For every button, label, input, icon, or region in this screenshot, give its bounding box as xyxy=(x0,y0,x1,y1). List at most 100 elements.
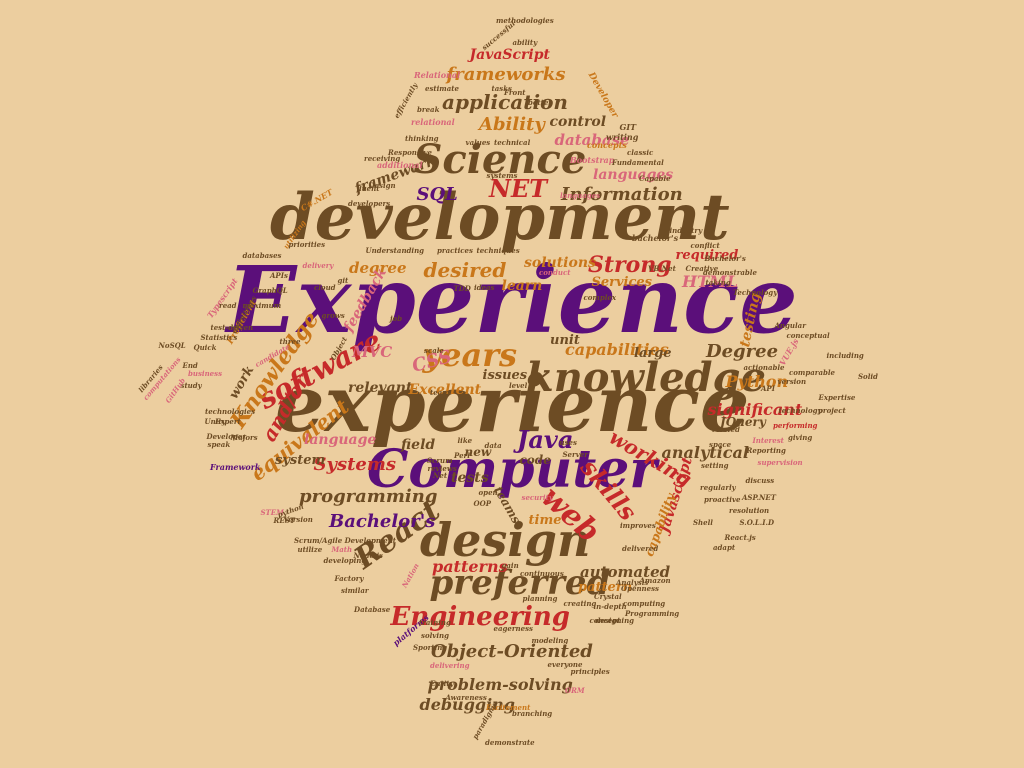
cloud-word: React.js xyxy=(724,532,756,542)
cloud-word: Node.js xyxy=(353,550,383,560)
cloud-word: Creative xyxy=(685,263,719,273)
cloud-word: reviews xyxy=(427,463,457,473)
cloud-word: industry xyxy=(669,225,703,235)
cloud-word: Net xyxy=(433,470,448,480)
cloud-word: Server xyxy=(562,449,588,459)
cloud-word: Expertise xyxy=(818,392,856,402)
cloud-word: issues xyxy=(482,367,528,383)
cloud-word: capabilities xyxy=(565,340,669,359)
cloud-word: conceptual xyxy=(786,330,830,340)
cloud-word: desired xyxy=(423,258,507,282)
cloud-word: Analysis xyxy=(616,577,649,587)
cloud-word: solutions xyxy=(524,255,596,271)
cloud-word: Majors xyxy=(230,432,258,442)
cloud-word: improves xyxy=(620,520,656,530)
cloud-word: automated xyxy=(580,562,671,581)
cloud-word: TDD xyxy=(453,283,471,293)
cloud-word: Capable xyxy=(639,173,671,183)
cloud-word: database xyxy=(554,130,630,149)
cloud-word: experience xyxy=(275,359,750,450)
cloud-word: concepts xyxy=(587,140,627,150)
cloud-word: Front xyxy=(504,87,526,97)
cloud-word: creating xyxy=(563,598,597,608)
cloud-word: open xyxy=(478,487,498,497)
cloud-word: Strong xyxy=(588,252,672,278)
cloud-word: VB.Net xyxy=(648,263,676,273)
cloud-word: systems xyxy=(486,170,518,180)
cloud-word: supervision xyxy=(757,457,803,467)
cloud-word: Expert xyxy=(215,416,241,426)
cloud-word: delivery xyxy=(302,260,334,270)
cloud-word: NoSQL xyxy=(158,340,186,350)
cloud-word: language xyxy=(304,432,377,448)
cloud-word: GitHub xyxy=(163,375,188,405)
cloud-word: debugging xyxy=(419,695,515,714)
cloud-word: analytical xyxy=(661,443,749,462)
cloud-word: performing xyxy=(773,420,818,430)
cloud-word: maximum xyxy=(242,300,282,310)
cloud-word: languages xyxy=(560,190,601,200)
cloud-word: actionable xyxy=(743,362,785,372)
cloud-word: project xyxy=(818,405,846,415)
cloud-word: ability xyxy=(512,37,538,47)
cloud-word: Technology xyxy=(733,287,778,297)
cloud-word: uses xyxy=(559,437,577,447)
cloud-word: Fundamental xyxy=(612,157,664,167)
cloud-word: concept xyxy=(589,615,621,625)
cloud-word: Bootstrap xyxy=(570,155,615,165)
cloud-word: application xyxy=(442,90,568,114)
cloud-word: time xyxy=(528,512,562,528)
cloud-word: Python xyxy=(725,372,789,391)
cloud-word: classic xyxy=(627,147,654,157)
cloud-word: Bachelor's xyxy=(704,253,746,263)
cloud-word: ideas xyxy=(474,282,495,292)
cloud-word: languages xyxy=(593,167,674,183)
cloud-word: Nation xyxy=(399,561,421,589)
cloud-word: Systems xyxy=(313,454,397,475)
cloud-word: Solid xyxy=(858,371,878,381)
cloud-word: delivered xyxy=(622,543,659,553)
cloud-word: APIs xyxy=(270,270,288,280)
cloud-word: Quick xyxy=(193,342,217,352)
cloud-word: API xyxy=(761,383,775,393)
cloud-word: Shell xyxy=(693,517,713,527)
cloud-word: training xyxy=(419,617,451,627)
cloud-word: JQuery xyxy=(720,415,766,429)
cloud-word: Understanding xyxy=(365,245,425,255)
cloud-word: speak xyxy=(207,439,231,449)
cloud-word: designing xyxy=(595,615,635,625)
cloud-word: thinking xyxy=(405,133,439,143)
cloud-word: gain xyxy=(501,560,519,570)
cloud-word: Math xyxy=(331,544,353,554)
cloud-word: complex xyxy=(583,292,617,302)
cloud-word: methodologies xyxy=(496,15,554,25)
cloud-word: HTML xyxy=(682,272,738,291)
cloud-word: Version xyxy=(283,514,313,524)
cloud-word: REST xyxy=(273,515,295,525)
cloud-word: conflict xyxy=(690,240,720,250)
cloud-word: frameworks xyxy=(446,64,566,85)
cloud-word: Scrum/Agile Development xyxy=(294,535,397,545)
cloud-word: conduct xyxy=(539,267,571,277)
cloud-word: Sporting xyxy=(413,642,448,652)
cloud-word: NET xyxy=(489,174,548,203)
cloud-word: technology xyxy=(778,405,822,415)
cloud-word: study xyxy=(180,380,202,390)
cloud-word: demonstrate xyxy=(485,737,535,747)
cloud-word: Object-Oriented xyxy=(431,641,593,662)
cloud-word: ORM xyxy=(565,685,585,695)
cloud-word: Design xyxy=(368,180,396,190)
cloud-word: efficiently xyxy=(391,80,419,120)
cloud-word: version xyxy=(777,376,807,386)
cloud-word: modeling xyxy=(531,635,569,645)
cloud-word: read xyxy=(219,300,237,310)
cloud-word: scale xyxy=(424,345,444,355)
cloud-word: JavaScript xyxy=(469,47,551,63)
cloud-word: related xyxy=(712,424,740,434)
cloud-word: principles xyxy=(570,666,610,676)
cloud-word: priorities xyxy=(288,239,326,249)
cloud-word: computing xyxy=(623,598,666,608)
cloud-word: giving xyxy=(788,432,813,442)
cloud-word: learn xyxy=(501,278,543,294)
cloud-word: better xyxy=(528,97,552,107)
